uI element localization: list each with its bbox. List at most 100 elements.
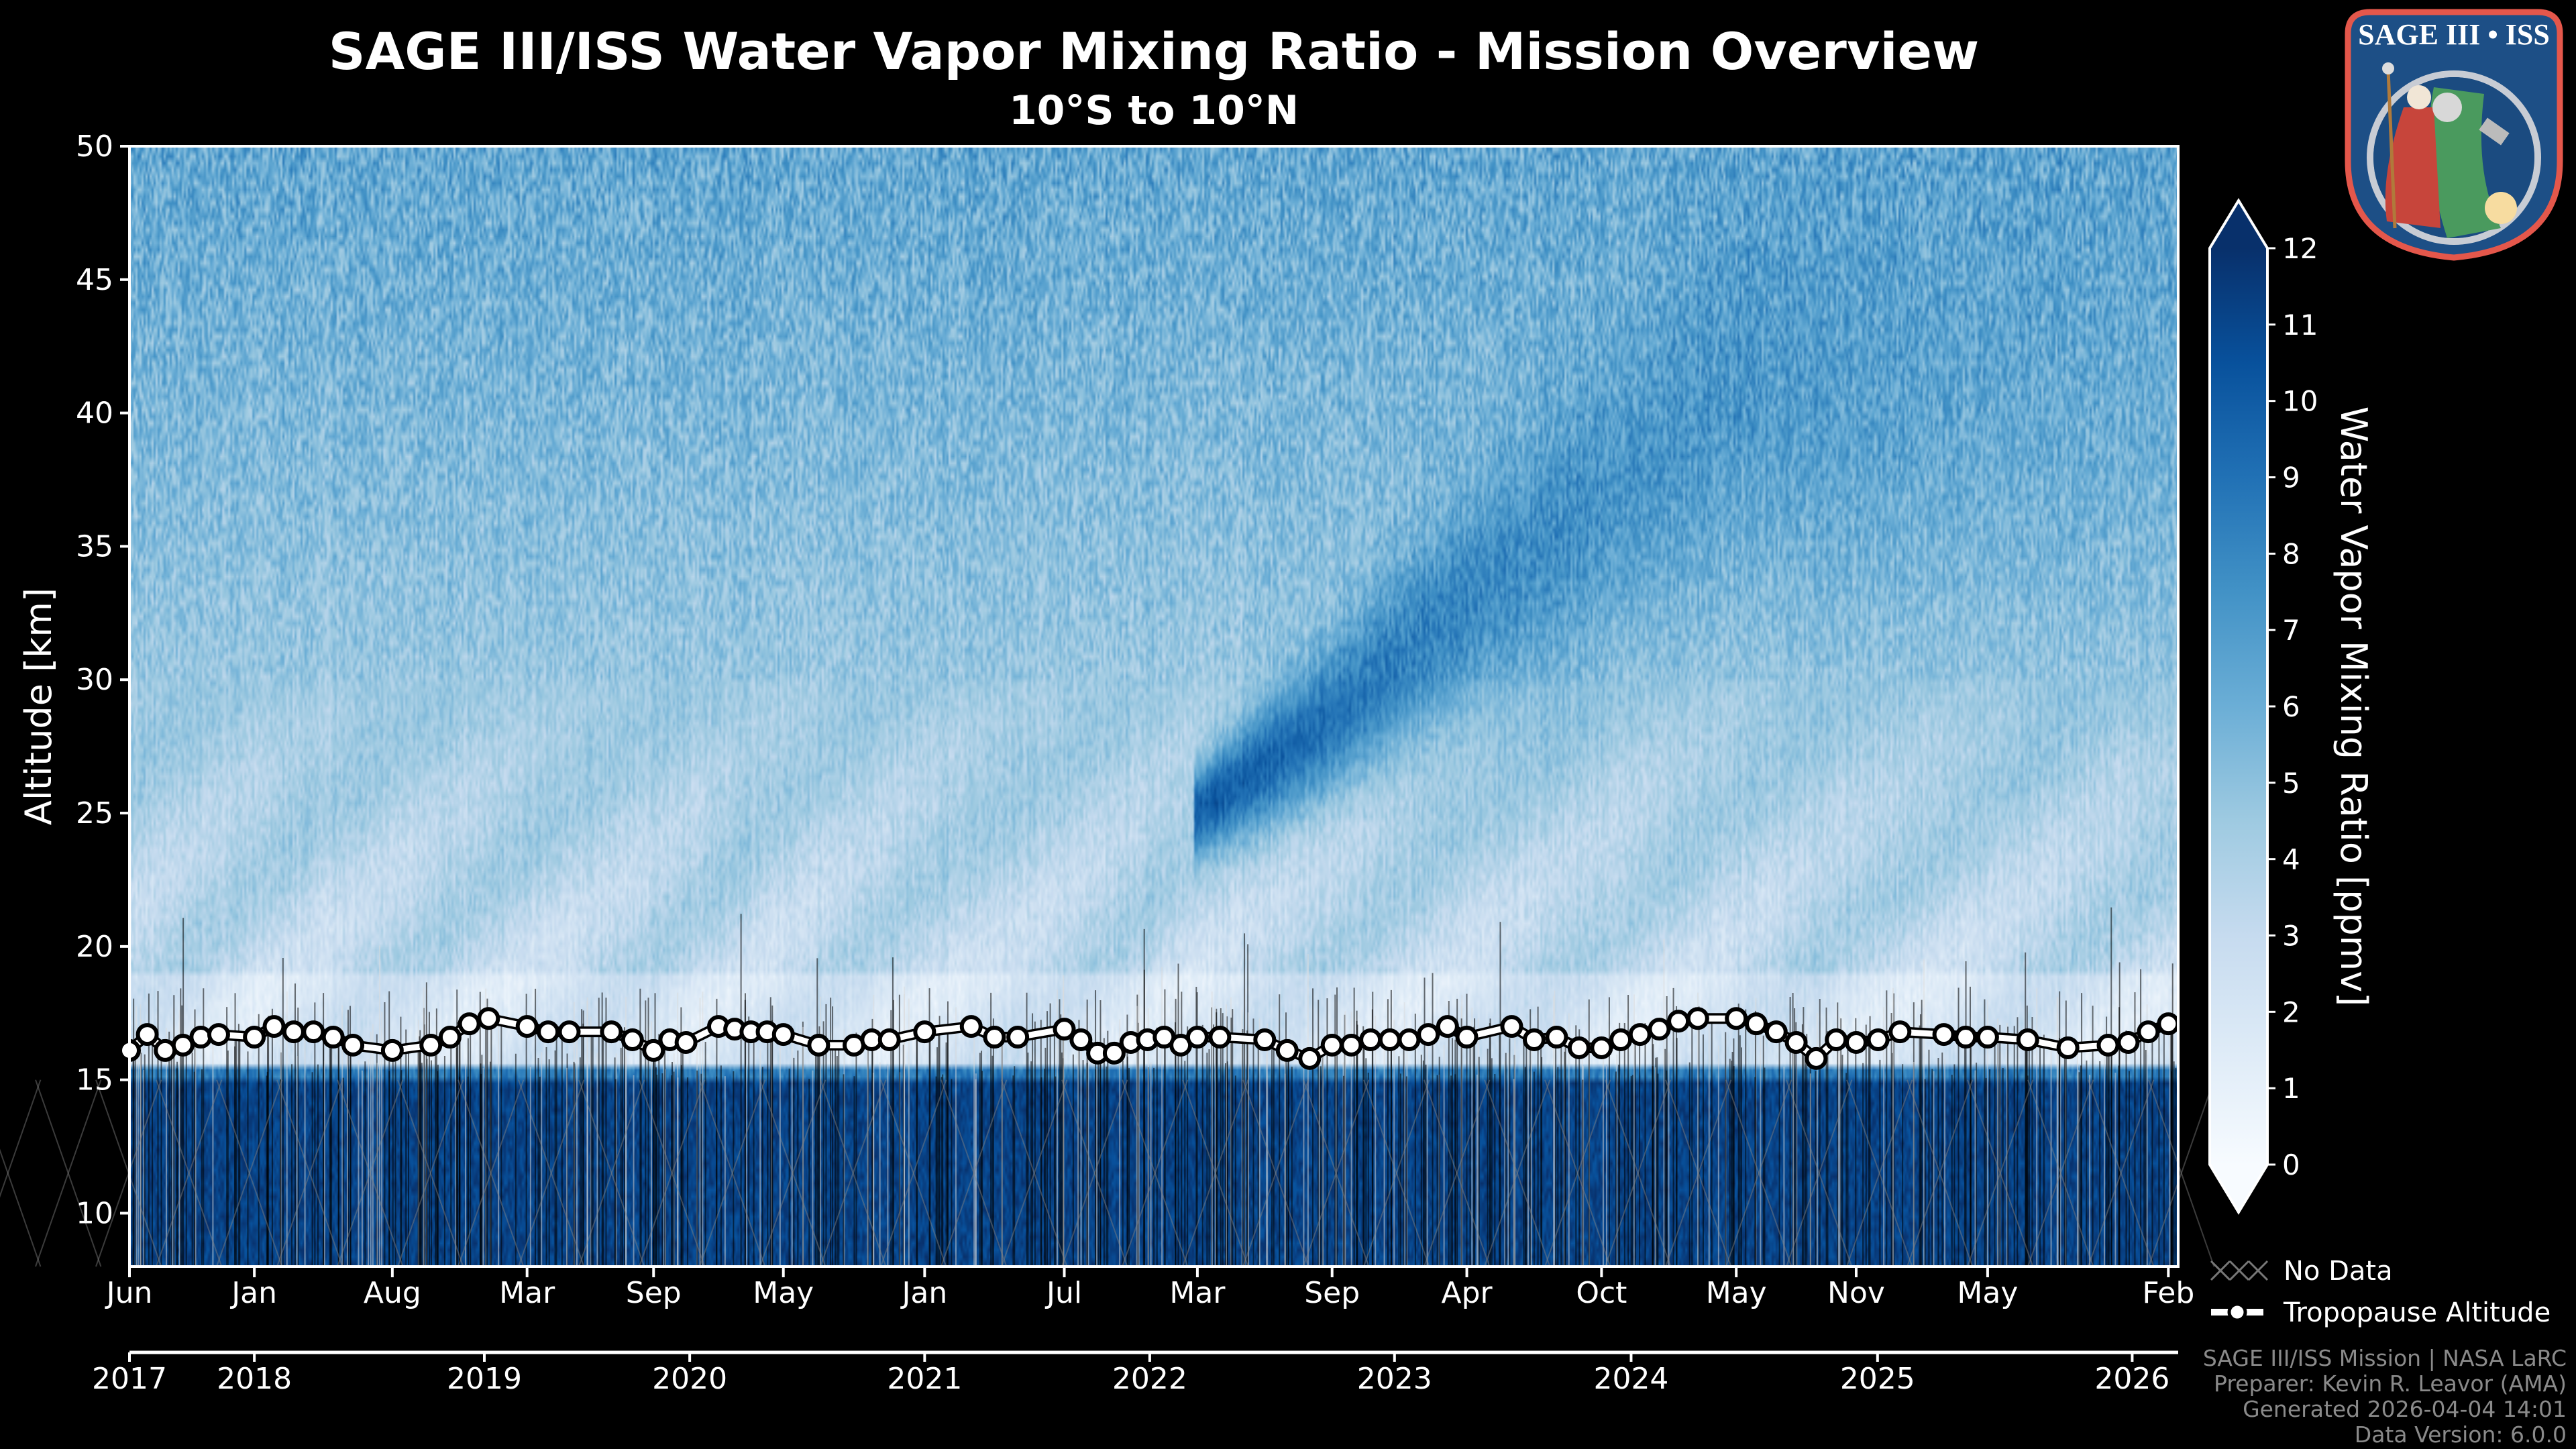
no-data-hatch — [1846, 1079, 1913, 1267]
no-data-hatch — [699, 1079, 766, 1267]
no-data-hatch — [1001, 1079, 1068, 1267]
no-data-hatch — [759, 1079, 826, 1267]
no-data-hatch — [1303, 1079, 1370, 1267]
tropopause-point — [1648, 1018, 1671, 1041]
no-data-hatch — [1786, 1079, 1853, 1267]
tropopause-point — [1102, 1041, 1126, 1065]
footer-credit-mission: SAGE III/ISS Mission | NASA LaRC — [2202, 1345, 2567, 1371]
x-month-tick-label: Nov — [1827, 1276, 1885, 1310]
no-data-hatch — [216, 1079, 283, 1267]
no-data-legend-icon — [2210, 1260, 2231, 1281]
y-tick-label: 10 — [76, 1196, 113, 1230]
no-data-hatch — [1967, 1079, 2034, 1267]
tropopause-point — [477, 1007, 500, 1030]
colorbar-tick-label: 6 — [2282, 690, 2300, 723]
tropopause-point — [1686, 1007, 1709, 1030]
colorbar-extend-min — [2210, 1165, 2267, 1212]
no-data-hatch — [397, 1079, 464, 1267]
no-data-hatch — [1907, 1079, 1974, 1267]
x-year-tick-label: 2019 — [447, 1362, 522, 1396]
no-data-legend-icon — [2247, 1260, 2269, 1281]
no-data-hatch — [2027, 1079, 2094, 1267]
colorbar-tick-label: 1 — [2282, 1072, 2300, 1105]
tropopause-point — [877, 1028, 901, 1052]
colorbar-tick-label: 9 — [2282, 462, 2300, 494]
no-data-hatch — [1544, 1079, 1611, 1267]
no-data-hatch — [639, 1079, 706, 1267]
no-data-hatch — [1725, 1079, 1792, 1267]
x-year-tick-label: 2024 — [1593, 1362, 1668, 1396]
tropopause-point — [913, 1020, 936, 1044]
legend-no-data-label: No Data — [2284, 1256, 2393, 1287]
colorbar-tick-label: 5 — [2282, 767, 2300, 800]
legend-tropopause-label: Tropopause Altitude — [2283, 1297, 2551, 1328]
colorbar-tick-label: 10 — [2282, 385, 2318, 418]
no-data-hatch — [337, 1079, 404, 1267]
no-data-hatch — [1061, 1079, 1128, 1267]
tropopause-point — [1609, 1028, 1633, 1052]
x-month-tick-label: Oct — [1576, 1276, 1627, 1310]
x-month-tick-label: Sep — [1304, 1276, 1360, 1310]
x-month-tick-label: Feb — [2142, 1276, 2194, 1310]
colorbar-tick-label: 11 — [2282, 309, 2318, 341]
x-month-tick-label: Mar — [1169, 1276, 1226, 1310]
x-month-tick-label: Jan — [900, 1276, 947, 1310]
tropopause-point — [1567, 1036, 1591, 1059]
no-data-hatch — [1786, 1079, 1853, 1267]
x-year-tick-label: 2017 — [92, 1362, 167, 1396]
x-month-tick-label: Jan — [229, 1276, 277, 1310]
no-data-hatch — [1605, 1079, 1672, 1267]
colorbar-tick-label: 0 — [2282, 1148, 2300, 1181]
tropopause-point — [1397, 1028, 1421, 1052]
tropopause-point — [1628, 1023, 1652, 1046]
tropopause-point — [171, 1033, 195, 1057]
tropopause-point — [771, 1023, 795, 1046]
tropopause-point — [674, 1031, 698, 1054]
no-data-hatch — [337, 1079, 404, 1267]
no-data-hatch — [458, 1079, 525, 1267]
x-year-tick-label: 2020 — [652, 1362, 727, 1396]
no-data-hatch — [1242, 1079, 1309, 1267]
tropopause-point — [2056, 1036, 2080, 1059]
tropopause-point — [1500, 1015, 1523, 1038]
y-axis-label: Altitude [km] — [17, 588, 60, 825]
tropopause-point — [1378, 1028, 1401, 1052]
no-data-hatch — [941, 1079, 1008, 1267]
no-data-hatch — [1846, 1079, 1913, 1267]
logo-text: SAGE III • ISS — [2358, 18, 2550, 51]
no-data-hatch — [699, 1079, 766, 1267]
no-data-hatch — [820, 1079, 887, 1267]
no-data-hatch — [1182, 1079, 1249, 1267]
no-data-hatch — [1967, 1079, 2034, 1267]
tropopause-point — [2016, 1028, 2039, 1052]
no-data-hatch — [35, 1079, 102, 1267]
x-year-tick-label: 2018 — [217, 1362, 292, 1396]
tropopause-point — [380, 1038, 404, 1062]
x-month-tick-label: Jun — [105, 1276, 153, 1310]
tropopause-point — [515, 1015, 539, 1038]
tropopause-point — [1006, 1026, 1030, 1049]
tropopause-point — [807, 1033, 830, 1057]
x-year-tick-label: 2023 — [1357, 1362, 1432, 1396]
tropopause-point — [1359, 1028, 1383, 1052]
no-data-hatch — [1544, 1079, 1611, 1267]
no-data-hatch — [156, 1079, 223, 1267]
tropopause-point — [262, 1015, 286, 1038]
y-tick-label: 50 — [76, 129, 113, 164]
x-year-tick-label: 2026 — [2094, 1362, 2169, 1396]
x-month-tick-label: Jul — [1044, 1276, 1082, 1310]
no-data-hatch — [156, 1079, 223, 1267]
tropopause-point — [1744, 1012, 1768, 1036]
tropopause-point — [189, 1026, 213, 1049]
tropopause-point — [959, 1015, 983, 1038]
tropopause-point — [1667, 1010, 1690, 1033]
no-data-hatch — [216, 1079, 283, 1267]
tropopause-point — [458, 1012, 481, 1036]
tropopause-point — [557, 1020, 581, 1044]
tropopause-point — [2157, 1012, 2180, 1036]
tropopause-point — [1522, 1028, 1546, 1052]
no-data-hatch — [1907, 1079, 1974, 1267]
colorbar-tick-label: 12 — [2282, 232, 2318, 265]
tropopause-point — [1805, 1046, 1828, 1070]
y-tick-label: 25 — [76, 796, 113, 830]
